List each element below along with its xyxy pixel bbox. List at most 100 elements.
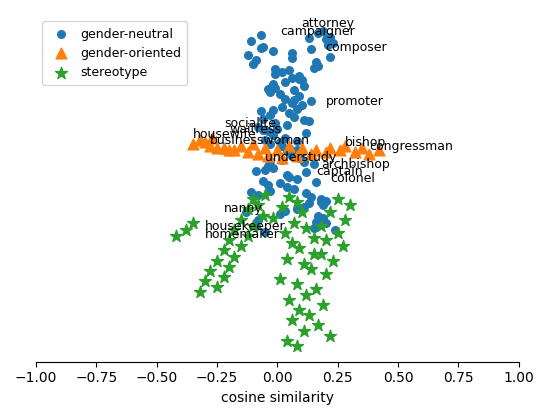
gender-neutral bbox=[254, 216, 262, 223]
gender-neutral bbox=[266, 188, 274, 194]
stereotype bbox=[333, 230, 342, 236]
gender-oriented bbox=[244, 149, 253, 155]
gender-neutral bbox=[312, 178, 321, 185]
gender-oriented bbox=[229, 147, 238, 153]
gender-neutral bbox=[290, 96, 299, 103]
gender-oriented bbox=[264, 152, 272, 159]
gender-neutral bbox=[307, 194, 316, 200]
stereotype bbox=[254, 202, 262, 209]
stereotype bbox=[212, 284, 221, 291]
stereotype bbox=[307, 265, 316, 272]
gender-neutral bbox=[304, 200, 313, 207]
gender-neutral bbox=[251, 168, 260, 175]
gender-neutral bbox=[283, 184, 292, 190]
stereotype bbox=[345, 202, 354, 209]
stereotype bbox=[312, 286, 321, 293]
gender-neutral bbox=[268, 48, 277, 55]
gender-neutral bbox=[264, 163, 272, 170]
stereotype bbox=[321, 237, 330, 244]
gender-oriented bbox=[336, 147, 345, 153]
stereotype bbox=[205, 268, 214, 274]
gender-neutral bbox=[309, 64, 318, 71]
gender-neutral bbox=[283, 122, 292, 129]
stereotype bbox=[340, 216, 349, 223]
gender-neutral bbox=[259, 44, 267, 50]
gender-neutral bbox=[285, 144, 294, 151]
stereotype bbox=[225, 263, 233, 270]
Text: understudy: understudy bbox=[265, 151, 337, 164]
stereotype bbox=[261, 192, 270, 198]
gender-neutral bbox=[271, 120, 279, 126]
stereotype bbox=[292, 343, 301, 349]
gender-neutral bbox=[328, 40, 337, 47]
gender-neutral bbox=[295, 155, 304, 161]
stereotype bbox=[285, 297, 294, 303]
gender-neutral bbox=[307, 97, 316, 104]
stereotype bbox=[316, 223, 325, 229]
stereotype bbox=[212, 257, 221, 264]
stereotype bbox=[244, 233, 253, 239]
gender-neutral bbox=[295, 93, 304, 100]
gender-neutral bbox=[295, 73, 304, 79]
gender-neutral bbox=[300, 204, 309, 211]
stereotype bbox=[292, 281, 301, 288]
gender-neutral bbox=[319, 27, 328, 34]
stereotype bbox=[181, 226, 190, 233]
stereotype bbox=[249, 223, 257, 229]
gender-neutral bbox=[244, 52, 253, 59]
gender-oriented bbox=[321, 149, 330, 155]
gender-neutral bbox=[321, 198, 330, 205]
gender-neutral bbox=[312, 58, 321, 65]
gender-oriented bbox=[212, 144, 221, 151]
gender-neutral bbox=[290, 87, 299, 94]
gender-neutral bbox=[271, 85, 279, 92]
stereotype bbox=[314, 322, 323, 329]
gender-oriented bbox=[237, 142, 245, 149]
Text: congressman: congressman bbox=[369, 140, 453, 153]
gender-neutral bbox=[242, 209, 250, 216]
gender-oriented bbox=[292, 152, 301, 159]
gender-neutral bbox=[280, 79, 289, 85]
stereotype bbox=[244, 206, 253, 213]
stereotype bbox=[220, 247, 229, 254]
gender-neutral bbox=[261, 167, 270, 174]
gender-neutral bbox=[280, 208, 289, 215]
stereotype bbox=[297, 209, 306, 216]
stereotype bbox=[309, 250, 318, 257]
gender-neutral bbox=[280, 95, 289, 102]
gender-neutral bbox=[288, 75, 296, 81]
Text: composer: composer bbox=[326, 41, 387, 54]
gender-neutral bbox=[266, 158, 274, 165]
stereotype bbox=[326, 209, 335, 216]
gender-neutral bbox=[324, 42, 333, 48]
gender-neutral bbox=[261, 228, 270, 235]
Text: housekeeper: housekeeper bbox=[205, 220, 285, 233]
stereotype bbox=[302, 225, 311, 231]
gender-neutral bbox=[276, 138, 284, 145]
stereotype bbox=[268, 214, 277, 221]
gender-neutral bbox=[288, 152, 296, 159]
gender-neutral bbox=[331, 226, 340, 233]
gender-oriented bbox=[225, 147, 233, 153]
stereotype bbox=[300, 260, 309, 267]
gender-neutral bbox=[256, 32, 265, 38]
gender-neutral bbox=[247, 189, 255, 195]
stereotype bbox=[328, 257, 337, 264]
gender-neutral bbox=[300, 83, 309, 89]
gender-neutral bbox=[278, 142, 287, 149]
stereotype bbox=[285, 194, 294, 200]
gender-oriented bbox=[205, 142, 214, 149]
gender-neutral bbox=[285, 66, 294, 73]
gender-neutral bbox=[295, 76, 304, 82]
stereotype bbox=[300, 327, 309, 334]
Text: nanny: nanny bbox=[225, 202, 263, 215]
Legend: gender-neutral, gender-oriented, stereotype: gender-neutral, gender-oriented, stereot… bbox=[42, 21, 187, 85]
gender-neutral bbox=[304, 34, 313, 41]
stereotype bbox=[276, 276, 284, 283]
gender-oriented bbox=[220, 144, 229, 151]
gender-neutral bbox=[304, 118, 313, 124]
gender-neutral bbox=[261, 136, 270, 143]
stereotype bbox=[338, 243, 347, 250]
gender-neutral bbox=[259, 116, 267, 122]
gender-neutral bbox=[266, 140, 274, 147]
